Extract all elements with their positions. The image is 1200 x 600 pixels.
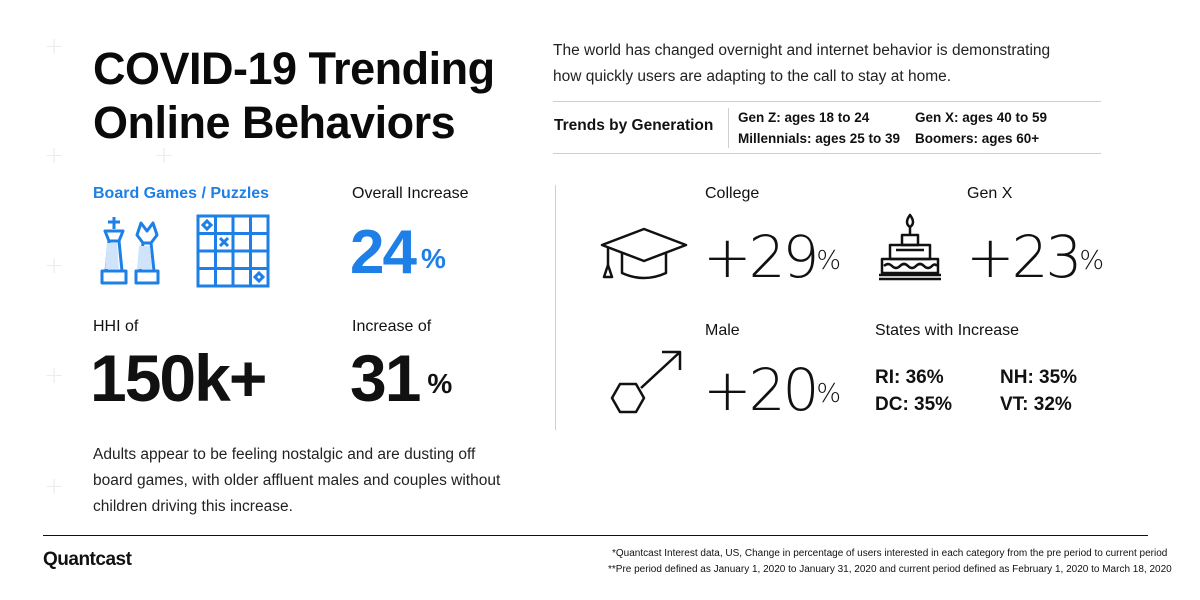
genx-unit: %	[1079, 246, 1105, 276]
intro-text: The world has changed overnight and inte…	[553, 38, 1050, 90]
birthday-cake-icon	[877, 213, 943, 285]
brand-logo: Quantcast	[43, 549, 132, 570]
overall-increase-number: 24	[350, 218, 417, 287]
college-value: +29%	[703, 222, 841, 292]
overall-increase-value: 24%	[350, 218, 446, 288]
male-number: +20	[703, 356, 819, 424]
divider-bottom	[553, 153, 1101, 154]
state-ri: RI: 36%	[875, 367, 944, 388]
genx-value: +23%	[966, 222, 1104, 292]
description-line-3: children driving this increase.	[93, 498, 293, 515]
genx-number: +23	[966, 223, 1082, 291]
overall-increase-label: Overall Increase	[352, 185, 469, 202]
hhi-value: 150k+	[90, 341, 267, 415]
description-line-2: board games, with older affluent males a…	[93, 472, 501, 489]
chess-pieces-icon	[95, 213, 170, 288]
increase-of-unit: %	[427, 368, 453, 399]
plus-mark: +	[43, 361, 65, 389]
plus-mark: +	[43, 32, 65, 60]
description-text: Adults appear to be feeling nostalgic an…	[93, 442, 500, 520]
divider-vertical-main	[555, 185, 556, 430]
footnote-1: *Quantcast Interest data, US, Change in …	[612, 548, 1168, 559]
college-number: +29	[703, 223, 819, 291]
gen-z-label: Gen Z: ages 18 to 24	[738, 110, 870, 125]
plus-mark: +	[43, 251, 65, 279]
male-symbol-icon	[608, 348, 688, 420]
boomers-label: Boomers: ages 60+	[915, 131, 1040, 146]
puzzle-grid-icon	[196, 214, 270, 288]
title-line-2: Online Behaviors	[93, 97, 456, 148]
graduation-cap-icon	[598, 225, 690, 283]
description-line-1: Adults appear to be feeling nostalgic an…	[93, 446, 476, 463]
footnote-2: **Pre period defined as January 1, 2020 …	[608, 564, 1172, 575]
title-line-1: COVID-19 Trending	[93, 43, 495, 94]
increase-of-label: Increase of	[352, 318, 432, 335]
state-nh: NH: 35%	[1000, 367, 1078, 388]
plus-mark: +	[43, 472, 65, 500]
footer-divider	[43, 535, 1148, 536]
college-unit: %	[816, 246, 842, 276]
male-value: +20%	[703, 355, 841, 425]
genx-label: Gen X	[967, 185, 1013, 202]
hhi-label: HHI of	[93, 318, 139, 335]
intro-line-2: how quickly users are adapting to the ca…	[553, 68, 952, 85]
state-vt: VT: 32%	[1000, 394, 1072, 415]
increase-of-value: 31%	[350, 340, 452, 416]
category-label: Board Games / Puzzles	[93, 185, 270, 202]
male-unit: %	[816, 379, 842, 409]
male-label: Male	[705, 322, 740, 339]
increase-of-number: 31	[350, 341, 421, 415]
millennials-label: Millennials: ages 25 to 39	[738, 131, 901, 146]
states-label: States with Increase	[875, 322, 1020, 339]
college-label: College	[705, 185, 760, 202]
generations-heading: Trends by Generation	[554, 117, 714, 134]
plus-mark: +	[43, 141, 65, 169]
plus-mark: +	[153, 141, 175, 169]
overall-increase-unit: %	[420, 243, 446, 274]
divider-vertical-small	[728, 108, 729, 148]
divider-top	[553, 101, 1101, 102]
gen-x-label: Gen X: ages 40 to 59	[915, 110, 1048, 125]
intro-line-1: The world has changed overnight and inte…	[553, 42, 1051, 59]
state-dc: DC: 35%	[875, 394, 953, 415]
page-title: COVID-19 Trending Online Behaviors	[93, 42, 495, 150]
